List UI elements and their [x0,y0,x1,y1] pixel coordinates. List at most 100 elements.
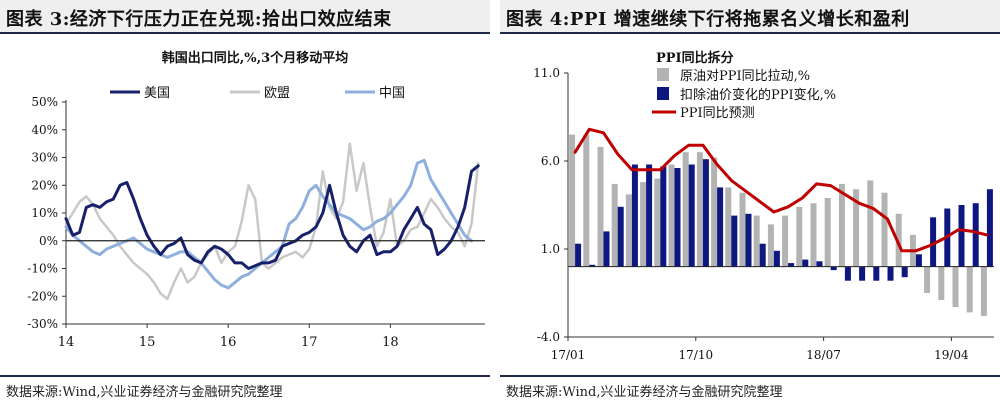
right-x-tick-label: 18/07 [806,348,841,362]
left-legend: 美国 欧盟 中国 [110,86,405,101]
left-line-chart: 韩国出口同比,%,3个月移动平均 美国 欧盟 中国 -30% -20% -10% 0% 10… [27,50,485,350]
right-bar-series-1 [759,243,766,267]
left-x-tick-label: 17 [301,335,318,350]
right-bar-series-0 [782,215,789,267]
left-figure-panel: 图表 3:经济下行压力正在兑现:拾出口效应结束 韩国出口同比,%,3个月移动平均… [0,0,490,403]
right-bar-series-0 [696,152,703,267]
right-bottom-rule [500,375,1000,377]
left-chart-title: 韩国出口同比,%,3个月移动平均 [162,50,348,66]
right-source-note: 数据来源:Wind,兴业证券经济与金融研究院整理 [506,385,783,400]
left-line-series-0 [64,164,480,270]
left-legend-label: 中国 [379,86,405,101]
right-bar-series-1 [887,266,894,281]
right-bar-series-0 [597,146,604,267]
right-bar-series-1 [859,266,866,281]
left-y-tick-label: 0% [39,234,58,248]
right-chart-title: PPI同比拆分 [656,50,734,66]
left-top-rule [0,32,490,34]
right-bar-series-1 [901,266,908,278]
right-bar-series-0 [725,187,732,267]
right-bar-series-0 [938,266,945,300]
right-bar-series-0 [838,183,845,267]
right-bar-series-1 [986,189,993,267]
right-bar-series-1 [575,243,582,267]
right-bar-series-1 [702,159,709,267]
right-bar-series-1 [731,215,738,267]
left-line-series-2 [64,158,473,290]
right-bar-series-0 [924,266,931,293]
right-bar-series-0 [739,192,746,267]
right-bar-series-1 [788,263,795,267]
left-y-tick-label: 50% [31,95,58,109]
right-legend-swatch [657,68,669,81]
left-x-tick-label: 14 [58,335,75,350]
right-bar-series-1 [844,266,851,281]
right-bar-series-0 [625,194,632,267]
left-legend-label: 欧盟 [264,86,290,101]
right-bar-series-0 [583,134,590,267]
right-bar-series-0 [711,157,718,267]
right-bar-series-1 [873,266,880,281]
left-y-tick-label: -30% [27,317,58,331]
right-bar-series-0 [867,180,874,267]
right-bar-series-1 [830,266,837,271]
right-bar-series-0 [796,206,803,267]
right-line-ppi-forecast [573,127,989,253]
right-bar-series-0 [640,182,647,267]
right-legend: 原油对PPI同比拉动,% 扣除油价变化的PPI变化,% PPI同比预测 [652,68,836,121]
right-bar-series-1 [958,205,965,267]
right-bar-series-0 [569,134,576,267]
right-y-tick-label: -4.0 [537,330,560,344]
right-bar-series-1 [674,168,681,267]
right-legend-label: PPI同比预测 [680,106,755,121]
right-figure-header: 图表 4:PPI 增速继续下行将拖累名义增长和盈利 [500,0,1000,32]
left-y-tick-label: 40% [31,123,58,137]
left-legend-label: 美国 [144,86,170,101]
right-bar-series-1 [603,231,610,267]
left-bottom-rule [0,375,490,377]
right-bar-series-1 [930,217,937,267]
right-figure-panel: 图表 4:PPI 增速继续下行将拖累名义增长和盈利 PPI同比拆分 原油对PPI… [500,0,1000,403]
right-legend-label: 扣除油价变化的PPI变化,% [680,87,836,103]
left-x-tick-label: 16 [220,335,237,350]
left-y-tick-label: -20% [27,289,58,303]
right-series-bars [568,134,994,316]
left-y-tick-label: 10% [31,206,58,220]
right-bar-series-0 [682,152,689,267]
right-bar-series-1 [972,203,979,267]
right-bar-series-1 [617,206,624,267]
right-bar-series-1 [717,187,724,267]
right-bar-series-1 [773,250,780,267]
right-bar-series-0 [767,224,774,267]
right-bar-series-1 [631,164,638,267]
right-bar-series-0 [654,178,661,267]
right-bar-series-0 [980,266,987,316]
right-bar-series-1 [660,166,667,267]
left-y-tick-label: 30% [31,151,58,165]
left-x-tick-label: 18 [382,335,399,350]
right-bar-series-0 [824,198,831,267]
right-y-tick-label: 11.0 [533,66,560,80]
right-bar-series-0 [853,189,860,267]
right-bar-line-chart: PPI同比拆分 原油对PPI同比拉动,% 扣除油价变化的PPI变化,% PPI同比预… [533,50,994,362]
right-bar-series-0 [668,164,675,267]
right-bar-series-1 [688,164,695,267]
right-bar-series-0 [966,266,973,313]
left-series-lines [64,142,485,301]
right-bar-series-1 [589,264,596,267]
right-bar-series-0 [810,203,817,267]
right-bar-series-0 [753,215,760,267]
right-series-line [573,127,989,253]
left-figure-title: 图表 3:经济下行压力正在兑现:拾出口效应结束 [6,9,392,30]
left-x-tick-label: 15 [139,335,156,350]
right-axes: -4.0 1.0 6.0 11.0 17/01 17/10 18/07 19/04 [533,66,994,362]
right-figure-title: 图表 4:PPI 增速继续下行将拖累名义增长和盈利 [506,9,910,30]
right-bar-series-1 [802,259,809,267]
right-x-tick-label: 17/01 [551,348,586,362]
right-bar-series-1 [646,164,653,267]
right-x-tick-label: 17/10 [679,348,714,362]
right-bar-series-1 [816,261,823,267]
right-bar-series-1 [915,254,922,267]
right-bar-series-1 [745,213,752,267]
left-line-series-1 [64,142,480,301]
